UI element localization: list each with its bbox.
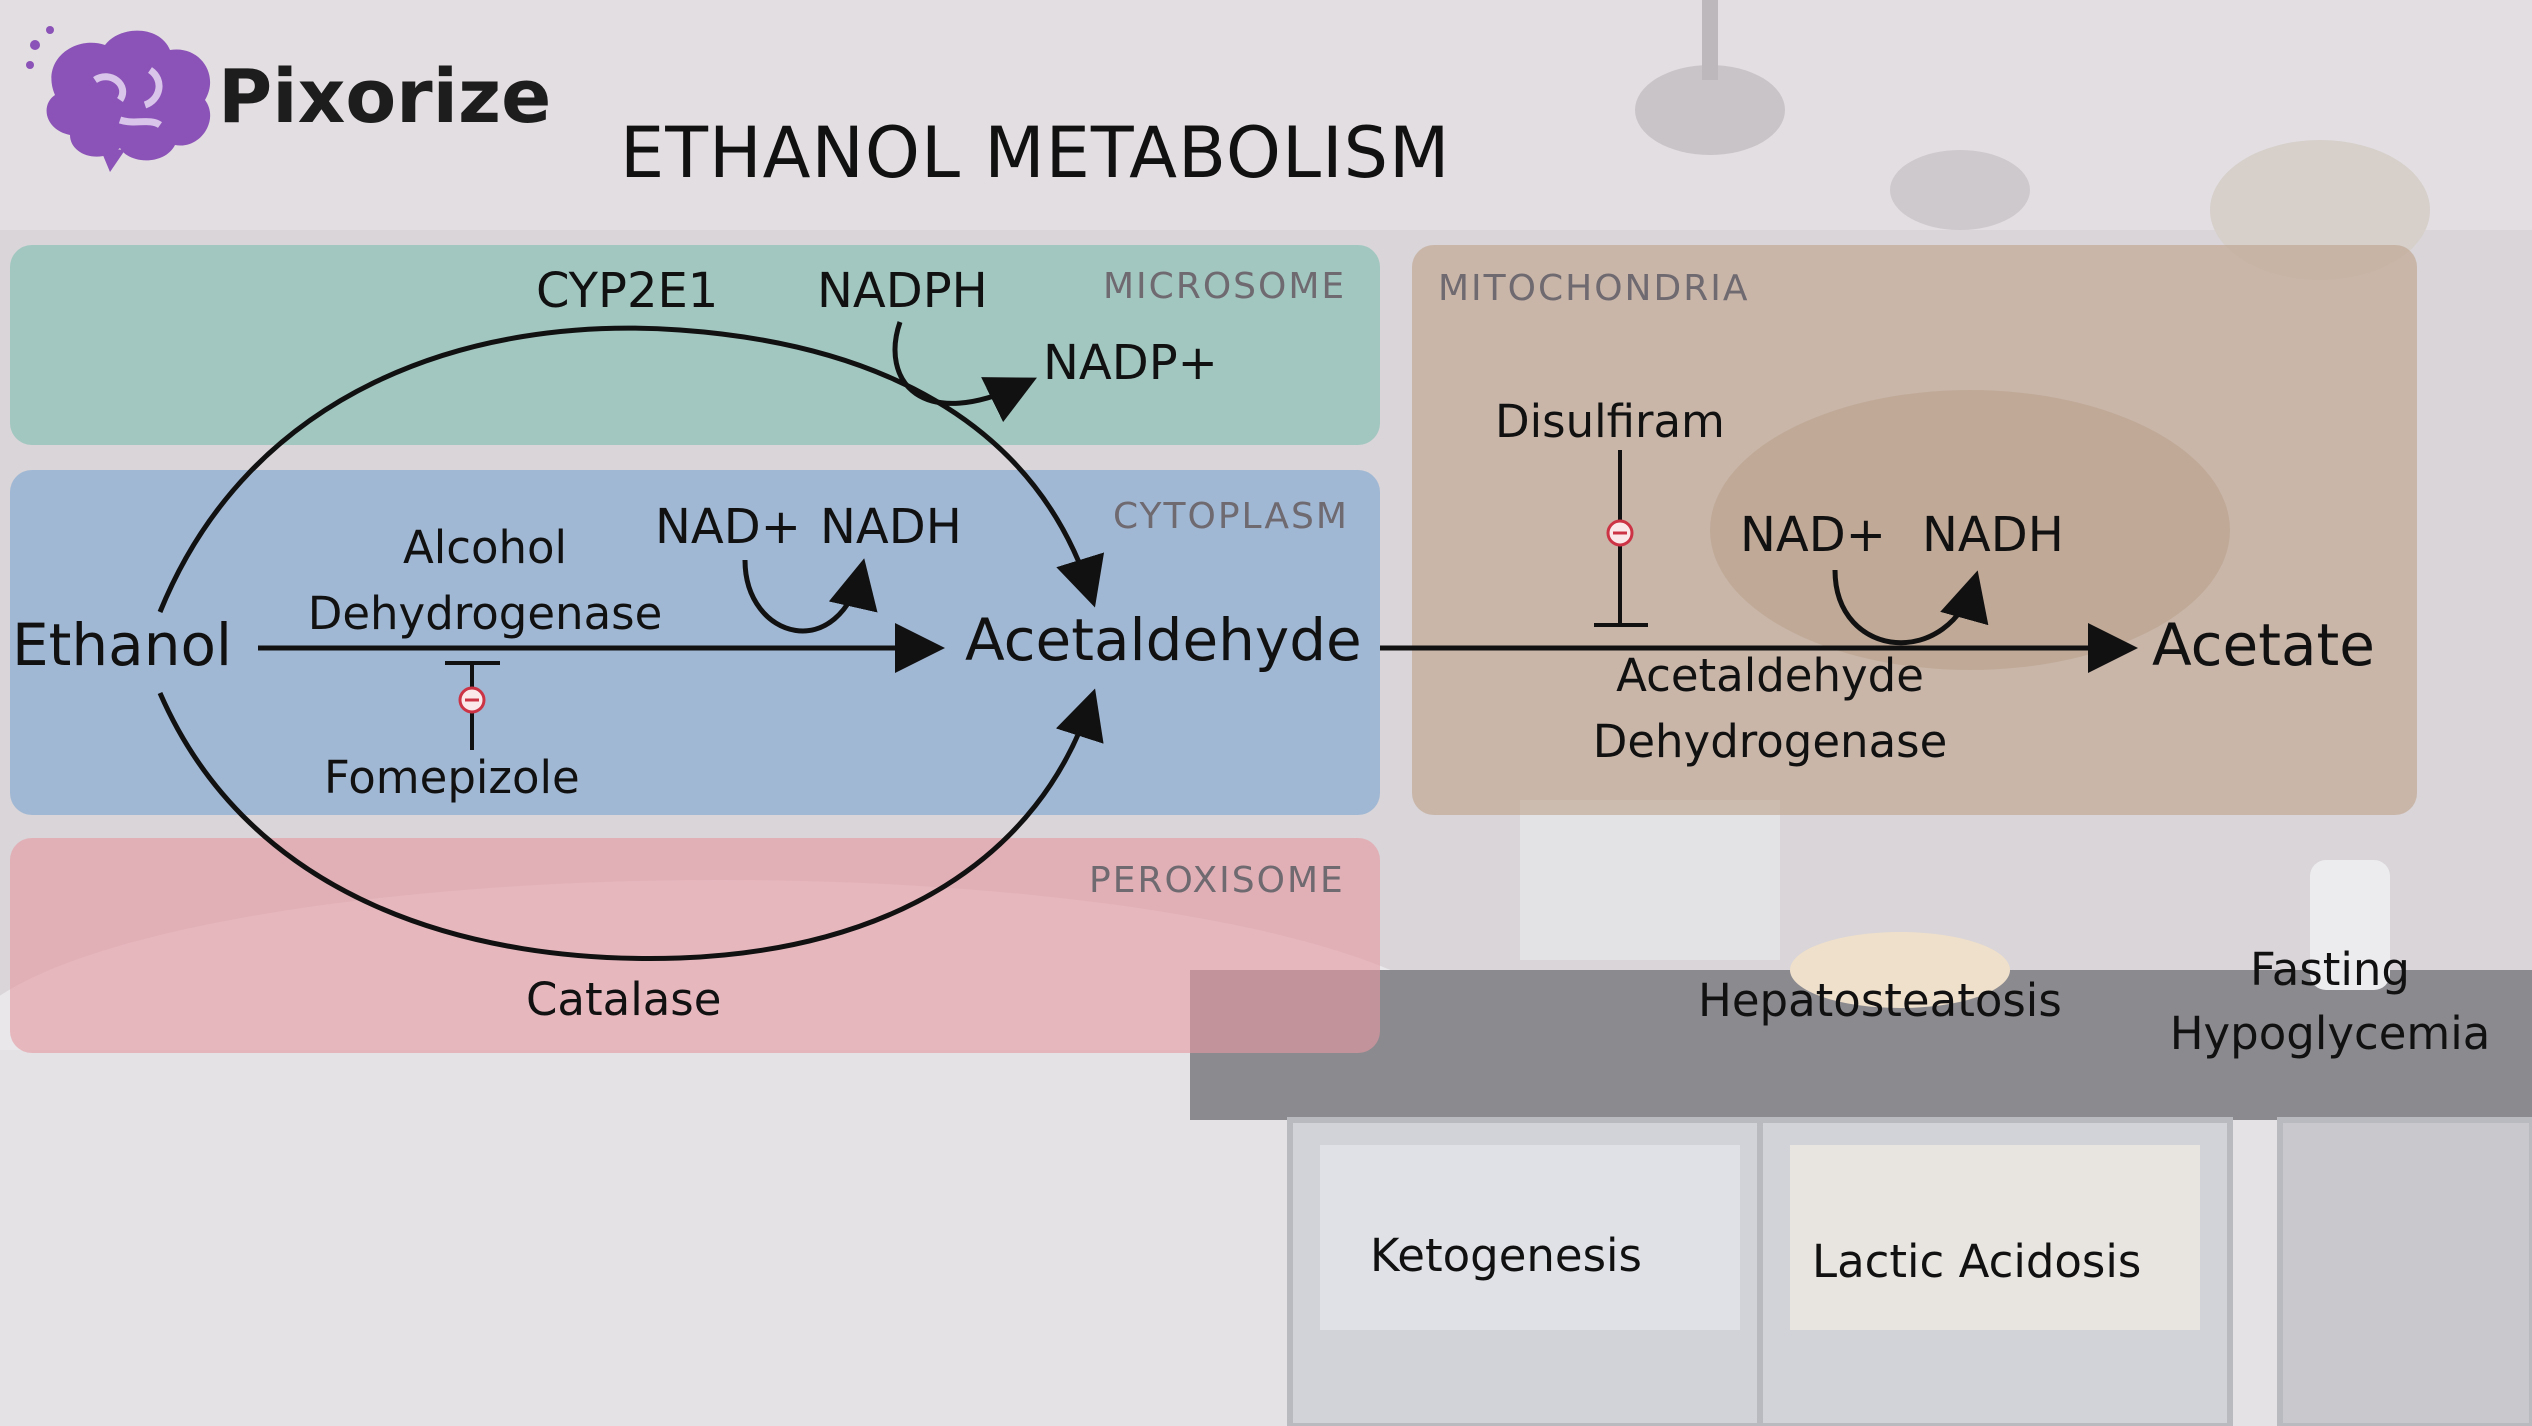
ethanol-node: Ethanol <box>12 611 233 679</box>
brain-logo-icon <box>26 26 211 172</box>
nad-to-nadh-cyto-arrow <box>742 558 878 634</box>
nadph-to-nadp-arrow <box>892 321 1037 423</box>
aldh-label-line2: Dehydrogenase <box>1592 715 1948 768</box>
ketogenesis-label: Ketogenesis <box>1370 1229 1642 1282</box>
cyp2e1-label: CYP2E1 <box>536 263 719 319</box>
cytoplasm-label: CYTOPLASM <box>1113 496 1349 537</box>
fasting-label-line1: Fasting <box>2249 943 2410 996</box>
catalase-label: Catalase <box>526 973 722 1026</box>
acetaldehyde-node: Acetaldehyde <box>965 606 1362 674</box>
cyp2e1-pathway-arrow <box>157 325 1105 613</box>
disulfiram-inhibition <box>1594 450 1648 627</box>
cytoplasm-region <box>10 470 1380 815</box>
mitochondria-label: MITOCHONDRIA <box>1438 268 1750 309</box>
disulfiram-label: Disulfiram <box>1495 395 1725 448</box>
nad-to-nadh-mito-arrow <box>1832 569 1989 645</box>
microsome-label: MICROSOME <box>1103 266 1347 307</box>
acetate-node: Acetate <box>2152 611 2375 679</box>
nadph-label: NADPH <box>817 263 988 319</box>
aldh-label-line1: Acetaldehyde <box>1616 649 1924 702</box>
fomepizole-inhibition <box>445 661 500 750</box>
adh-label-line1: Alcohol <box>402 521 568 574</box>
page-title: ETHANOL METABOLISM <box>620 112 1451 194</box>
fasting-label-line2: Hypoglycemia <box>2169 1007 2491 1060</box>
hepatosteatosis-label: Hepatosteatosis <box>1698 974 2062 1027</box>
peroxisome-region <box>10 838 1380 1053</box>
nad-cyto-label: NAD+ <box>655 499 801 555</box>
lactic-acidosis-label: Lactic Acidosis <box>1812 1235 2142 1288</box>
catalase-pathway-arrow <box>157 688 1104 961</box>
nad-mito-label: NAD+ <box>1740 507 1886 563</box>
brand-name: Pixorize <box>218 54 552 140</box>
peroxisome-label: PEROXISOME <box>1089 860 1345 901</box>
nadh-mito-label: NADH <box>1922 507 2064 563</box>
fomepizole-label: Fomepizole <box>324 751 580 804</box>
nadh-cyto-label: NADH <box>820 499 962 555</box>
mitochondria-region <box>1412 245 2417 815</box>
adh-label-line2: Dehydrogenase <box>307 587 663 640</box>
nadp-label: NADP+ <box>1043 335 1218 391</box>
